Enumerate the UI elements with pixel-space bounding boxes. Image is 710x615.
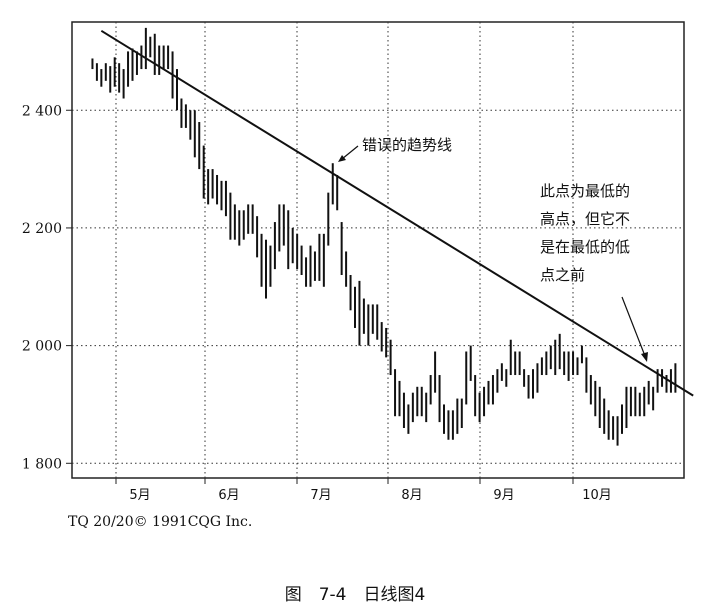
annotation-line: 是在最低的低 bbox=[540, 238, 630, 256]
y-axis: 1 800 2 000 2 200 2 400 bbox=[22, 103, 72, 472]
annotation-arrow-line bbox=[621, 296, 646, 357]
annotation-arrowhead bbox=[641, 352, 648, 362]
x-tick-label: 6月 bbox=[218, 488, 239, 503]
price-bars bbox=[91, 27, 677, 446]
y-tick-label: 2 000 bbox=[22, 339, 62, 355]
x-axis: 5月 6月 7月 8月 9月 10月 bbox=[115, 478, 612, 503]
annotation-line: 点之前 bbox=[540, 266, 585, 284]
x-tick-label: 8月 bbox=[401, 488, 422, 503]
annotation-line: 此点为最低的 bbox=[540, 182, 630, 200]
figure-caption: 图 7-4 日线图4 bbox=[284, 585, 426, 605]
x-tick-label: 9月 bbox=[493, 488, 514, 503]
plot-frame bbox=[71, 21, 685, 479]
y-tick-label: 1 800 bbox=[22, 456, 62, 472]
annotation-line: 高点，但它不 bbox=[540, 210, 630, 228]
trendline bbox=[100, 29, 694, 397]
x-tick-label: 10月 bbox=[582, 488, 612, 503]
y-tick-label: 2 200 bbox=[22, 221, 62, 237]
trendline-label: 错误的趋势线 bbox=[362, 136, 452, 154]
trendline-label-arrowhead bbox=[338, 155, 346, 162]
y-tick-label: 2 400 bbox=[22, 103, 62, 119]
x-tick-label: 5月 bbox=[129, 488, 150, 503]
copyright-text: TQ 20/20© 1991CQG Inc. bbox=[68, 514, 253, 530]
trendline-label-arrow-line bbox=[341, 145, 359, 160]
x-tick-label: 7月 bbox=[310, 488, 331, 503]
